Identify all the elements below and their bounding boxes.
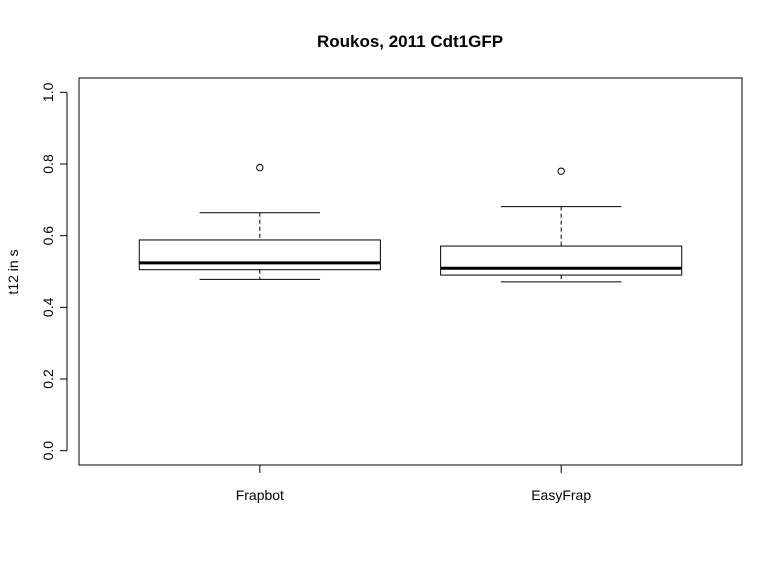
outlier-point: [557, 167, 565, 175]
box-group-easyfrap: [440, 167, 683, 283]
outlier-point: [256, 163, 264, 172]
plot-frame: [78, 77, 743, 466]
y-axis-label: t12 in s: [5, 249, 21, 294]
chart-title: Roukos, 2011 Cdt1GFP: [317, 32, 503, 51]
x-tick-label: Frapbot: [236, 487, 284, 503]
y-tick-label: 0.0: [40, 441, 56, 461]
y-axis: 0.0 0.2 0.4 0.6 0.8 1.0: [40, 82, 68, 461]
x-tick-label: EasyFrap: [531, 487, 591, 503]
box-iqr: [440, 245, 683, 276]
y-tick-label: 0.2: [40, 369, 56, 389]
box-iqr: [138, 239, 381, 271]
y-tick-label: 0.8: [40, 154, 56, 174]
y-tick-label: 1.0: [40, 82, 56, 102]
x-axis: Frapbot EasyFrap: [236, 465, 591, 503]
box-group-frapbot: [138, 163, 381, 280]
y-tick-label: 0.4: [40, 297, 56, 317]
y-tick-label: 0.6: [40, 226, 56, 246]
boxes-layer: [138, 163, 683, 283]
